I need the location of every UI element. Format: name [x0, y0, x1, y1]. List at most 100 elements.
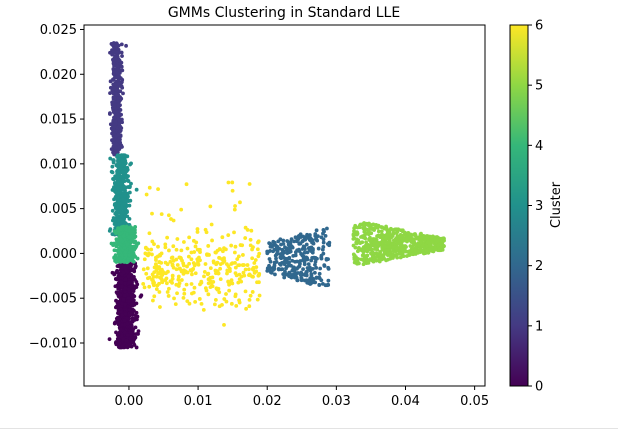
scatter-point	[399, 242, 404, 247]
scatter-point	[121, 170, 126, 175]
scatter-point	[182, 287, 187, 292]
scatter-point	[412, 240, 416, 244]
scatter-point	[118, 84, 123, 88]
scatter-point	[379, 253, 384, 258]
scatter-point	[357, 223, 362, 228]
scatter-point	[136, 329, 141, 334]
scatter-point	[206, 271, 211, 276]
scatter-point	[352, 236, 357, 241]
scatter-point	[362, 224, 367, 229]
colorbar-tick-label: 3	[535, 199, 543, 214]
scatter-point	[125, 168, 129, 173]
scatter-point	[117, 249, 122, 254]
scatter-point	[123, 213, 128, 218]
scatter-point	[122, 318, 127, 323]
scatter-point	[226, 233, 231, 238]
scatter-point	[310, 276, 315, 281]
scatter-point	[304, 242, 309, 247]
scatter-point	[300, 253, 305, 258]
scatter-point	[379, 229, 384, 234]
scatter-point	[120, 54, 124, 58]
scatter-point	[121, 297, 126, 302]
scatter-point	[118, 288, 123, 293]
scatter-point	[129, 256, 134, 261]
scatter-point	[166, 213, 171, 218]
scatter-point	[390, 254, 395, 258]
y-tick-label: 0.020	[40, 68, 77, 83]
scatter-point	[295, 278, 300, 283]
scatter-point	[123, 185, 128, 190]
scatter-point	[118, 293, 123, 297]
scatter-point	[172, 296, 176, 301]
scatter-point	[113, 146, 118, 150]
scatter-point	[218, 266, 223, 271]
scatter-point	[118, 327, 123, 332]
scatter-point	[123, 268, 128, 273]
scatter-point	[152, 270, 157, 275]
scatter-point	[195, 257, 200, 262]
scatter-point	[197, 297, 202, 301]
scatter-point	[302, 259, 307, 264]
scatter-point	[134, 301, 139, 306]
colorbar	[509, 24, 529, 387]
scatter-point	[120, 313, 125, 317]
scatter-point	[189, 282, 194, 286]
colorbar-axis: 0 1 2 3 4 5 6	[528, 19, 543, 395]
scatter-point	[116, 218, 121, 223]
scatter-point	[271, 268, 275, 272]
scatter-point	[126, 287, 131, 292]
scatter-point	[326, 266, 331, 271]
scatter-point	[304, 273, 309, 278]
scatter-point	[117, 118, 122, 123]
scatter-point	[321, 240, 326, 245]
data-points	[107, 41, 446, 350]
scatter-point	[293, 253, 298, 258]
scatter-point	[267, 257, 272, 261]
scatter-point	[124, 175, 129, 180]
scatter-point	[158, 253, 162, 258]
scatter-point	[160, 273, 165, 278]
scatter-point	[389, 235, 393, 240]
scatter-point	[213, 298, 218, 302]
scatter-point	[250, 290, 255, 294]
scatter-point	[217, 304, 222, 309]
scatter-point	[356, 238, 361, 243]
scatter-point	[116, 160, 121, 165]
scatter-point	[114, 298, 118, 303]
scatter-point	[119, 344, 124, 349]
scatter-point	[163, 245, 168, 250]
scatter-point	[321, 237, 326, 242]
scatter-point	[240, 263, 245, 267]
scatter-point	[127, 280, 132, 285]
scatter-point	[216, 271, 221, 276]
scatter-point	[175, 237, 180, 241]
scatter-point	[116, 332, 121, 336]
scatter-point	[170, 273, 175, 278]
scatter-point	[177, 281, 182, 286]
scatter-point	[115, 82, 120, 86]
scatter-point	[301, 234, 306, 239]
y-tick-label: 0.010	[40, 157, 77, 172]
scatter-point	[395, 255, 400, 260]
scatter-point	[131, 340, 136, 345]
scatter-point	[118, 61, 123, 66]
scatter-point	[119, 310, 124, 314]
scatter-point	[405, 254, 409, 258]
scatter-point	[361, 262, 366, 267]
scatter-point	[247, 272, 252, 277]
scatter-point	[176, 277, 181, 282]
scatter-point	[305, 232, 309, 237]
scatter-point	[326, 282, 330, 287]
scatter-point	[314, 265, 319, 270]
scatter-point	[152, 294, 157, 299]
scatter-point	[135, 256, 140, 261]
scatter-point	[128, 245, 133, 249]
scatter-point	[111, 78, 116, 82]
scatter-point	[394, 248, 399, 253]
scatter-point	[274, 260, 279, 264]
scatter-point	[243, 267, 248, 272]
scatter-point	[119, 181, 124, 186]
x-tick-label: 0.05	[460, 394, 489, 409]
scatter-point	[126, 179, 131, 184]
scatter-point	[215, 260, 220, 265]
